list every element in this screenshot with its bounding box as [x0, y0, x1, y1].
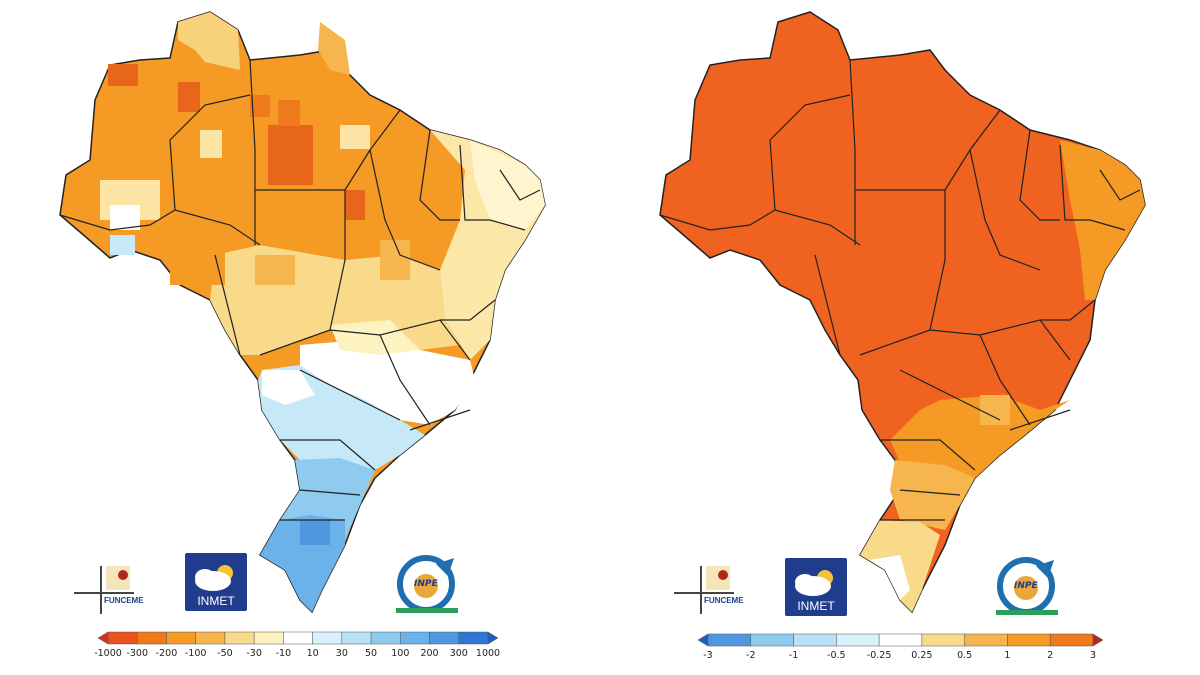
legend-swatch	[878, 633, 923, 647]
cloud-sun-icon	[795, 570, 833, 596]
precipitation-anomaly-map	[59, 11, 546, 614]
legend-swatch	[224, 631, 255, 645]
legend-tick-label: 2	[1047, 650, 1054, 661]
legend-tick-label: -10	[275, 648, 292, 659]
legend-tick-label: 300	[449, 648, 468, 659]
legend-swatch	[429, 631, 460, 645]
legend-tick-label: 0.25	[911, 650, 933, 661]
legend-tick-label: 1000	[475, 648, 501, 659]
inmet-logo-text: INMET	[797, 599, 835, 613]
legend-swatch	[253, 631, 284, 645]
legend-tick-label: 30	[335, 648, 348, 659]
legend-swatch	[283, 631, 313, 645]
inpe-logo: INPE	[396, 555, 458, 613]
legend-tick-label: -30	[246, 648, 262, 659]
legend-tick-label: -0.25	[866, 650, 892, 661]
legend-tick-label: -50	[217, 648, 233, 659]
legend-swatch	[793, 633, 837, 647]
temperature-legend: -3 -2 -1 -0.5 -0.25 0.25 0.5 1 2 3	[697, 630, 1104, 666]
precipitation-map-panel: FUNCEME INMET INPE -1000 -300 -200 -100 -50-…	[59, 11, 546, 664]
legend-tick-label: 10	[306, 648, 319, 659]
legend-tick-label: 200	[420, 648, 439, 659]
inmet-logo: INMET	[185, 553, 247, 611]
legend-tick-label: 3	[1089, 650, 1097, 661]
legend-swatch	[136, 631, 167, 645]
inpe-logo: INPE	[996, 557, 1058, 615]
legend-swatch	[370, 631, 401, 645]
funceme-logo: FUNCEME	[672, 562, 744, 620]
funceme-logo-text: FUNCEME	[104, 596, 144, 605]
legend-tick-label: 50	[365, 648, 378, 659]
temperature-map-panel: FUNCEME INMET INPE -3 -2 -1 -0.5 -0.25 0.25 0.…	[600, 0, 1200, 675]
legend-swatch	[400, 631, 430, 645]
legend-swatch	[707, 633, 752, 647]
precipitation-legend: -1000 -300 -200 -100 -50 -30 -10 10 30 50 100 200 30…	[94, 628, 501, 664]
inmet-logo: INMET	[785, 558, 847, 616]
legend-swatch	[312, 631, 343, 645]
inmet-logo-text: INMET	[197, 594, 235, 608]
legend-tick-label: -2	[746, 650, 756, 661]
funceme-logo-text: FUNCEME	[704, 596, 744, 605]
legend-tick-label: 100	[391, 648, 410, 659]
legend-tick-label: 1	[1004, 650, 1011, 661]
legend-swatch	[341, 631, 372, 645]
temperature-anomaly-map	[659, 11, 1146, 614]
legend-color-bar	[697, 633, 1104, 647]
legend-swatch	[836, 633, 880, 647]
cloud-sun-icon	[195, 565, 233, 591]
legend-swatch	[1049, 633, 1094, 647]
legend-tick-label: -3	[703, 650, 713, 661]
legend-tick-label: -300	[126, 648, 148, 659]
legend-tick-label: -0.5	[827, 650, 846, 661]
legend-tick-label: 0.5	[957, 650, 973, 661]
legend-swatch	[697, 633, 709, 647]
legend-tick-label: -1000	[94, 648, 122, 659]
legend-swatch	[964, 633, 1008, 647]
legend-swatch	[97, 631, 109, 645]
legend-swatch	[195, 631, 226, 645]
inpe-logo-text: INPE	[414, 579, 438, 589]
legend-swatch	[1007, 633, 1051, 647]
legend-swatch	[487, 631, 499, 645]
legend-swatch	[166, 631, 196, 645]
funceme-logo: FUNCEME	[72, 562, 144, 620]
legend-swatch	[750, 633, 794, 647]
legend-swatch	[1092, 633, 1104, 647]
legend-tick-label: -200	[155, 648, 178, 659]
legend-tick-label: -1	[788, 650, 799, 661]
legend-swatch	[458, 631, 489, 645]
legend-tick-label: -100	[184, 648, 207, 659]
legend-swatch	[921, 633, 965, 647]
legend-color-bar	[97, 631, 499, 645]
inpe-logo-text: INPE	[1014, 581, 1038, 591]
legend-swatch	[107, 631, 138, 645]
